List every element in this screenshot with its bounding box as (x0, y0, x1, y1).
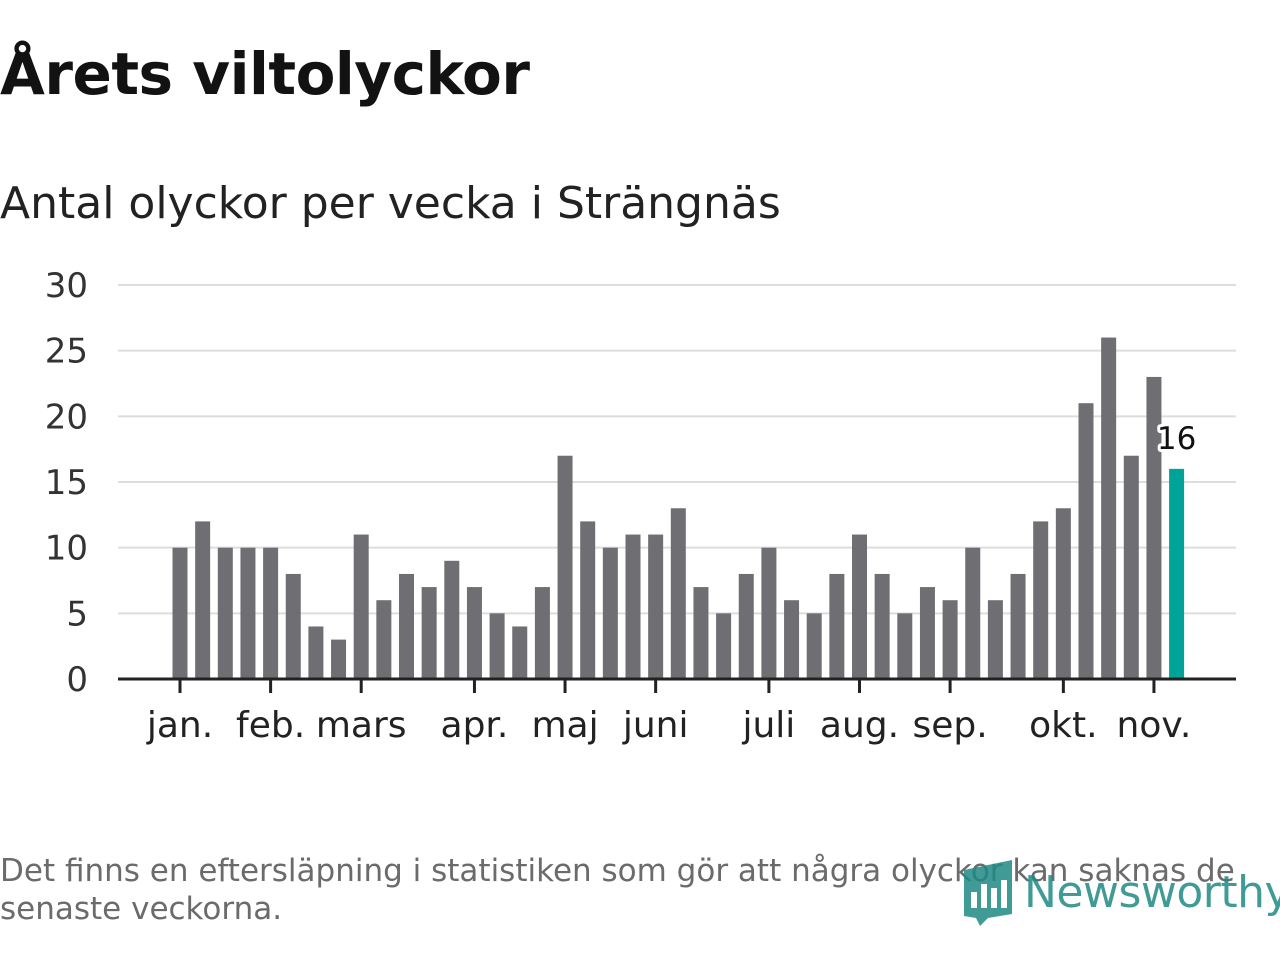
bar (625, 534, 641, 679)
newsworthy-logo: Newsworthy (962, 858, 1280, 926)
newsworthy-logo-text: Newsworthy (1024, 866, 1280, 918)
bar (1033, 521, 1049, 679)
highlight-bar (1169, 468, 1185, 679)
bar (580, 521, 596, 679)
bar (829, 573, 845, 679)
x-axis-ticks: jan. feb. mars apr. maj juni juli aug. sep. okt. n… (146, 679, 1192, 746)
x-tick-label: maj (531, 705, 598, 746)
y-tick-label: 15 (45, 463, 88, 503)
y-tick-label: 20 (45, 397, 88, 437)
bar (806, 613, 822, 679)
bar (1078, 403, 1094, 679)
y-tick-label: 5 (66, 594, 88, 634)
bar (874, 573, 890, 679)
bar (240, 547, 256, 679)
highlight-data-label: 16 (1157, 421, 1196, 457)
data-labels: 16 (1154, 418, 1199, 460)
bar (421, 587, 437, 679)
bar (399, 573, 414, 679)
bar (965, 547, 981, 679)
bar (353, 534, 369, 679)
y-tick-label: 10 (45, 529, 88, 569)
x-tick-label: aug. (820, 705, 899, 746)
bar (557, 455, 573, 679)
bar (489, 613, 505, 679)
footnote: Det finns en eftersläpning i statistiken… (0, 853, 1235, 927)
bar (217, 547, 233, 679)
bar (942, 600, 958, 679)
bar (308, 626, 324, 679)
bar (648, 534, 664, 679)
chart-subtitle: Antal olyckor per vecka i Strängnäs (0, 178, 781, 229)
bar (602, 547, 618, 679)
gridlines (118, 284, 1236, 615)
bar (512, 626, 528, 679)
bar (1010, 573, 1026, 679)
bar (670, 508, 686, 679)
x-tick-label: juni (622, 705, 689, 746)
bar (1101, 337, 1117, 679)
x-tick-label: feb. (236, 705, 305, 746)
x-tick-label: mars (316, 705, 407, 746)
bar (716, 613, 732, 679)
bar (738, 573, 754, 679)
x-tick-label: nov. (1117, 705, 1192, 746)
x-tick-label: okt. (1029, 705, 1097, 746)
bar (1055, 508, 1071, 679)
bar (331, 639, 347, 679)
bar (897, 613, 913, 679)
bar (784, 600, 800, 679)
bar (444, 560, 460, 679)
y-axis-ticks: 0 5 10 15 20 25 30 (45, 266, 88, 700)
bar (285, 573, 301, 679)
y-tick-label: 0 (66, 660, 88, 700)
bar-chart: 0 5 10 15 20 25 30 jan. feb. mars apr. maj juni juli… (45, 266, 1236, 746)
bar (534, 587, 550, 679)
bar (693, 587, 709, 679)
bar (1146, 376, 1162, 679)
bar (466, 587, 482, 679)
bars (172, 337, 1185, 679)
y-tick-label: 30 (45, 266, 88, 306)
x-tick-label: jan. (146, 705, 213, 746)
x-tick-label: apr. (441, 705, 509, 746)
bar (172, 547, 188, 679)
bar (1123, 455, 1139, 679)
newsworthy-chart-icon (964, 860, 1012, 926)
bar (195, 521, 211, 679)
x-tick-label: juli (741, 705, 795, 746)
bar (263, 547, 279, 679)
chart-title: Årets viltolyckor (0, 40, 530, 108)
bar (919, 587, 935, 679)
y-tick-label: 25 (45, 332, 88, 372)
bar (987, 600, 1003, 679)
bar (376, 600, 392, 679)
bar (761, 547, 777, 679)
x-tick-label: sep. (912, 705, 987, 746)
bar (852, 534, 867, 679)
